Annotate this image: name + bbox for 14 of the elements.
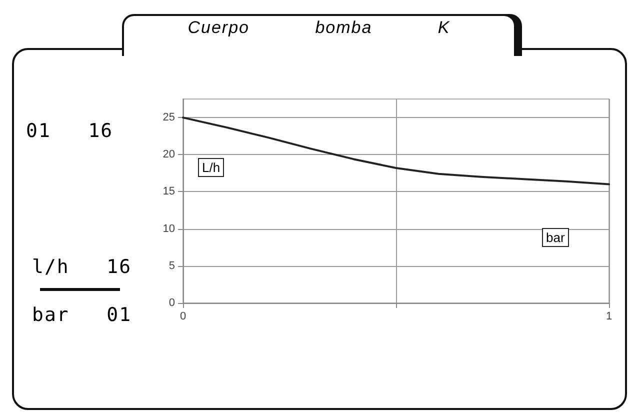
text: l/h 16 <box>32 256 132 278</box>
y-tick-label: 10 <box>162 222 175 235</box>
y-tick-label: 5 <box>168 260 175 272</box>
y-tick-label: 15 <box>162 186 175 198</box>
text: bar 01 <box>32 304 132 326</box>
line-series <box>182 116 610 186</box>
x-tick-label: 1 <box>606 310 612 322</box>
y-tick-label: 0 <box>168 297 175 309</box>
y-tick-label: 25 <box>162 112 175 124</box>
y-tick-label: 20 <box>162 148 175 161</box>
x-axis-title: bar <box>542 228 569 247</box>
text: 01 16 <box>26 120 114 142</box>
chart-title: Cuerpo bomba K <box>186 18 452 38</box>
y-axis-title: L/h <box>198 158 224 177</box>
